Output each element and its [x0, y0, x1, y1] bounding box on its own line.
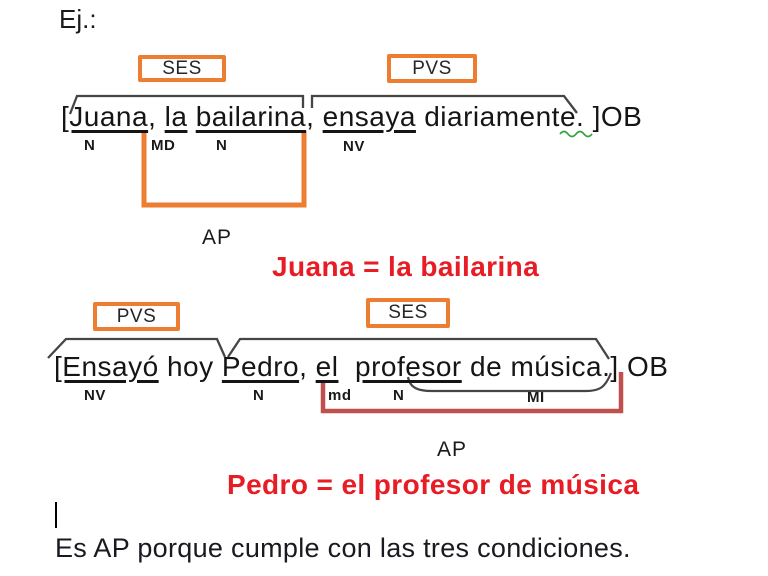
- ses-box-1-label: SES: [162, 57, 202, 79]
- sentence-2-word-hoy: hoy: [158, 351, 222, 382]
- sentence-1-word-bailarina: bailarina: [195, 101, 307, 132]
- label-nv-ensayo: NV: [84, 387, 106, 404]
- sentence-1-word-la: la: [164, 101, 188, 132]
- sentence-2-sep1: ,: [299, 351, 316, 382]
- sentence-2-word-el: el: [315, 351, 339, 382]
- label-md-la: MD: [151, 137, 176, 154]
- label-n-juana: N: [84, 137, 96, 154]
- equation-1: Juana = la bailarina: [272, 251, 540, 282]
- ses-box-2-label: SES: [388, 302, 428, 323]
- sentence-1-word-diariamente: diariamente.: [415, 101, 593, 132]
- ap-label-1: AP: [202, 226, 233, 249]
- sentence-2-word-pedro: Pedro: [221, 351, 300, 382]
- sentence-1: [Juana, la bailarina, ensaya diariamente…: [61, 100, 642, 134]
- sentence-1-word-ensaya: ensaya: [322, 101, 416, 132]
- ses-box-1: SES: [138, 55, 226, 82]
- pvs-box-2-label: PVS: [116, 305, 157, 327]
- text-cursor: [55, 502, 57, 528]
- ses-box-2: SES: [366, 298, 450, 328]
- sentence-1-sep1: ,: [148, 101, 165, 132]
- sentence-2-word-ensayo: [Ensayó: [54, 351, 159, 382]
- equation-2: Pedro = el profesor de música: [227, 469, 640, 500]
- sentence-2: [Ensayó hoy Pedro, el profesor de música…: [54, 350, 668, 384]
- sentence-1-word-juana: [Juana: [61, 101, 149, 132]
- ap-label-2: AP: [437, 438, 468, 461]
- example-label: Ej.:: [59, 4, 97, 34]
- footer-note: Es AP porque cumple con las tres condici…: [55, 533, 631, 563]
- sentence-1-sep3: ,: [306, 101, 323, 132]
- label-n-profesor: N: [393, 387, 405, 404]
- label-n-bailarina: N: [216, 137, 228, 154]
- sentence-2-word-profesor: profesor: [355, 351, 462, 382]
- pvs-box-1: PVS: [387, 54, 477, 83]
- sentence-1-sep2: [187, 101, 195, 132]
- pvs-box-1-label: PVS: [412, 57, 452, 79]
- label-nv-ensaya: NV: [343, 138, 365, 155]
- pvs-box-2: PVS: [93, 302, 180, 331]
- label-mi-de-musica: MI: [527, 389, 545, 406]
- label-md-el: md: [328, 387, 352, 404]
- sentence-1-close-ob: ]OB: [592, 101, 643, 132]
- sentence-2-word-de-musica-ob: de música.] OB: [461, 351, 669, 382]
- label-n-pedro: N: [253, 387, 265, 404]
- sentence-2-sep2: [338, 351, 355, 382]
